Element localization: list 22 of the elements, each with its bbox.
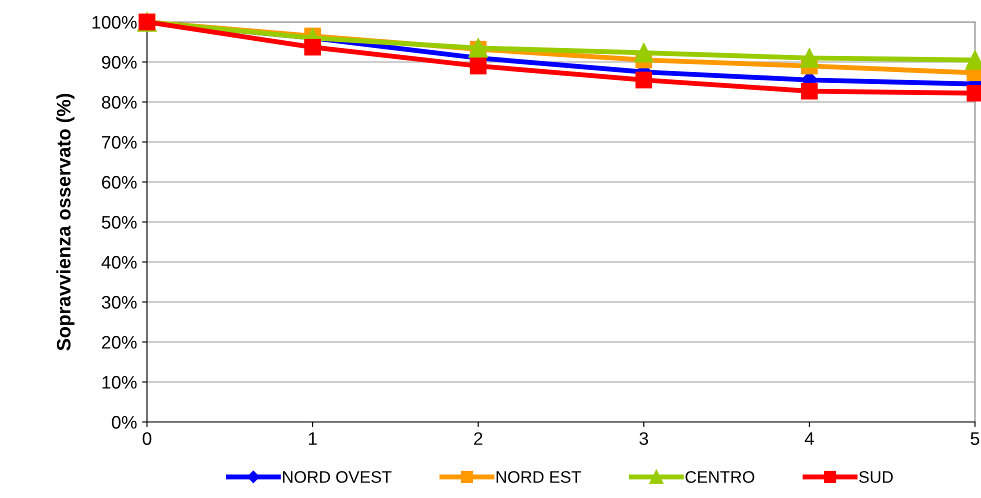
y-tick-label: 20% bbox=[102, 336, 137, 349]
y-tick-label: 30% bbox=[102, 296, 137, 309]
y-tick-label: 70% bbox=[102, 136, 137, 149]
x-tick-label: 3 bbox=[639, 432, 648, 445]
legend-label: NORD EST bbox=[496, 471, 581, 483]
x-tick-label: 1 bbox=[308, 432, 317, 445]
y-tick-label: 90% bbox=[102, 56, 137, 69]
x-tick-label: 4 bbox=[804, 432, 814, 445]
legend-label: CENTRO bbox=[686, 471, 754, 483]
y-tick-label: 0% bbox=[112, 416, 137, 429]
legend-label: SUD bbox=[859, 471, 893, 483]
x-tick-label: 0 bbox=[142, 432, 152, 445]
y-tick-label: 50% bbox=[102, 216, 137, 229]
x-tick-label: 2 bbox=[474, 432, 482, 445]
x-tick-label: 5 bbox=[970, 432, 980, 445]
y-tick-label: 100% bbox=[92, 16, 137, 29]
y-tick-label: 10% bbox=[102, 376, 137, 389]
y-tick-label: 60% bbox=[102, 176, 137, 189]
y-tick-label: 40% bbox=[102, 256, 137, 269]
y-tick-label: 80% bbox=[102, 96, 137, 109]
y-axis-title: Sopravvienza osservato (%) bbox=[56, 94, 74, 351]
legend-label: NORD OVEST bbox=[283, 471, 392, 483]
